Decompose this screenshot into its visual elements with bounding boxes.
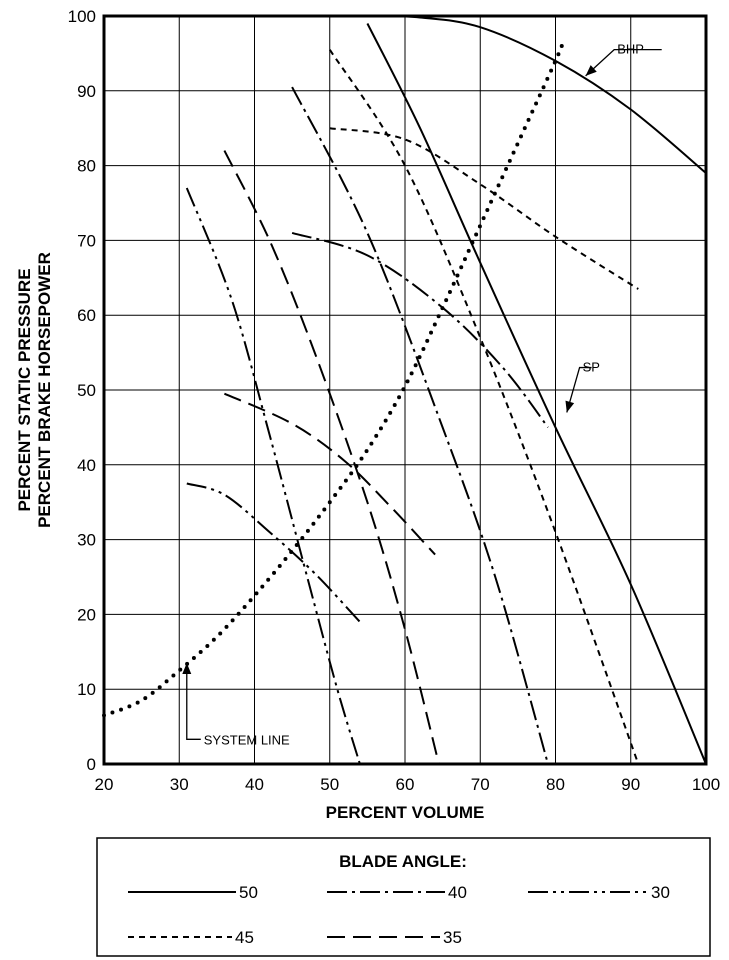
y-tick-label: 10	[77, 680, 96, 699]
bhp-arrow-icon	[585, 65, 597, 76]
x-axis-title: PERCENT VOLUME	[326, 803, 485, 822]
sp-leader	[566, 366, 592, 413]
x-tick-label: 60	[396, 775, 415, 794]
legend-entries: 50 40 30 45 35	[128, 883, 670, 947]
x-tick-label: 30	[170, 775, 189, 794]
y-tick-label: 20	[77, 605, 96, 624]
y-tick-label: 0	[87, 755, 96, 774]
system-line	[102, 40, 565, 718]
x-tick-label: 70	[471, 775, 490, 794]
annotations: BHP SP SYSTEM LINE	[182, 42, 662, 747]
legend-title: BLADE ANGLE:	[339, 852, 467, 871]
grid	[103, 15, 707, 765]
curve-45-bhp	[329, 127, 639, 290]
sp-label: SP	[583, 360, 600, 375]
legend-label-30: 30	[651, 883, 670, 902]
x-tick-label: 100	[692, 775, 720, 794]
y-axis-title-line1: PERCENT STATIC PRESSURE	[15, 268, 34, 511]
y-tick-label: 30	[77, 531, 96, 550]
legend-label-45: 45	[235, 928, 254, 947]
curve-35-sp	[223, 150, 440, 765]
x-tick-label: 90	[621, 775, 640, 794]
curve-30-bhp	[186, 482, 361, 623]
y-tick-label: 90	[77, 82, 96, 101]
y-tick-label: 80	[77, 157, 96, 176]
y-axis-title-line2: PERCENT BRAKE HORSEPOWER	[35, 252, 54, 528]
curve-35-bhp	[223, 392, 436, 556]
curve-45-sp	[328, 49, 640, 765]
x-tick-label: 40	[245, 775, 264, 794]
x-tick-label: 50	[320, 775, 339, 794]
curve-30-sp	[185, 187, 361, 765]
x-tick-label: 20	[95, 775, 114, 794]
legend-label-40: 40	[448, 883, 467, 902]
curve-50-sp	[366, 23, 707, 765]
sp-arrow-icon	[565, 400, 575, 413]
bhp-label: BHP	[617, 42, 644, 57]
curve-50-bhp	[367, 15, 707, 174]
y-tick-label: 50	[77, 381, 96, 400]
x-tick-label: 80	[546, 775, 565, 794]
tick-labels: 20 30 40 50 60 70 80 90 100 0 10 20 30 40 50 60 70 80 90 10…	[68, 7, 721, 794]
curve-40-sp	[291, 86, 549, 765]
system-line-label: SYSTEM LINE	[204, 732, 290, 747]
y-tick-label: 70	[77, 231, 96, 250]
legend: BLADE ANGLE: 50 40 30 45 35	[96, 837, 711, 957]
y-tick-label: 60	[77, 306, 96, 325]
system-line-arrow-icon	[182, 663, 192, 675]
legend-label-35: 35	[443, 928, 462, 947]
y-tick-label: 40	[77, 456, 96, 475]
legend-label-50: 50	[239, 883, 258, 902]
plot-frame	[102, 14, 708, 766]
system-line-leader	[186, 663, 201, 740]
bhp-leader	[585, 49, 662, 77]
system-line-curve	[102, 40, 565, 718]
y-tick-label: 100	[68, 7, 96, 26]
